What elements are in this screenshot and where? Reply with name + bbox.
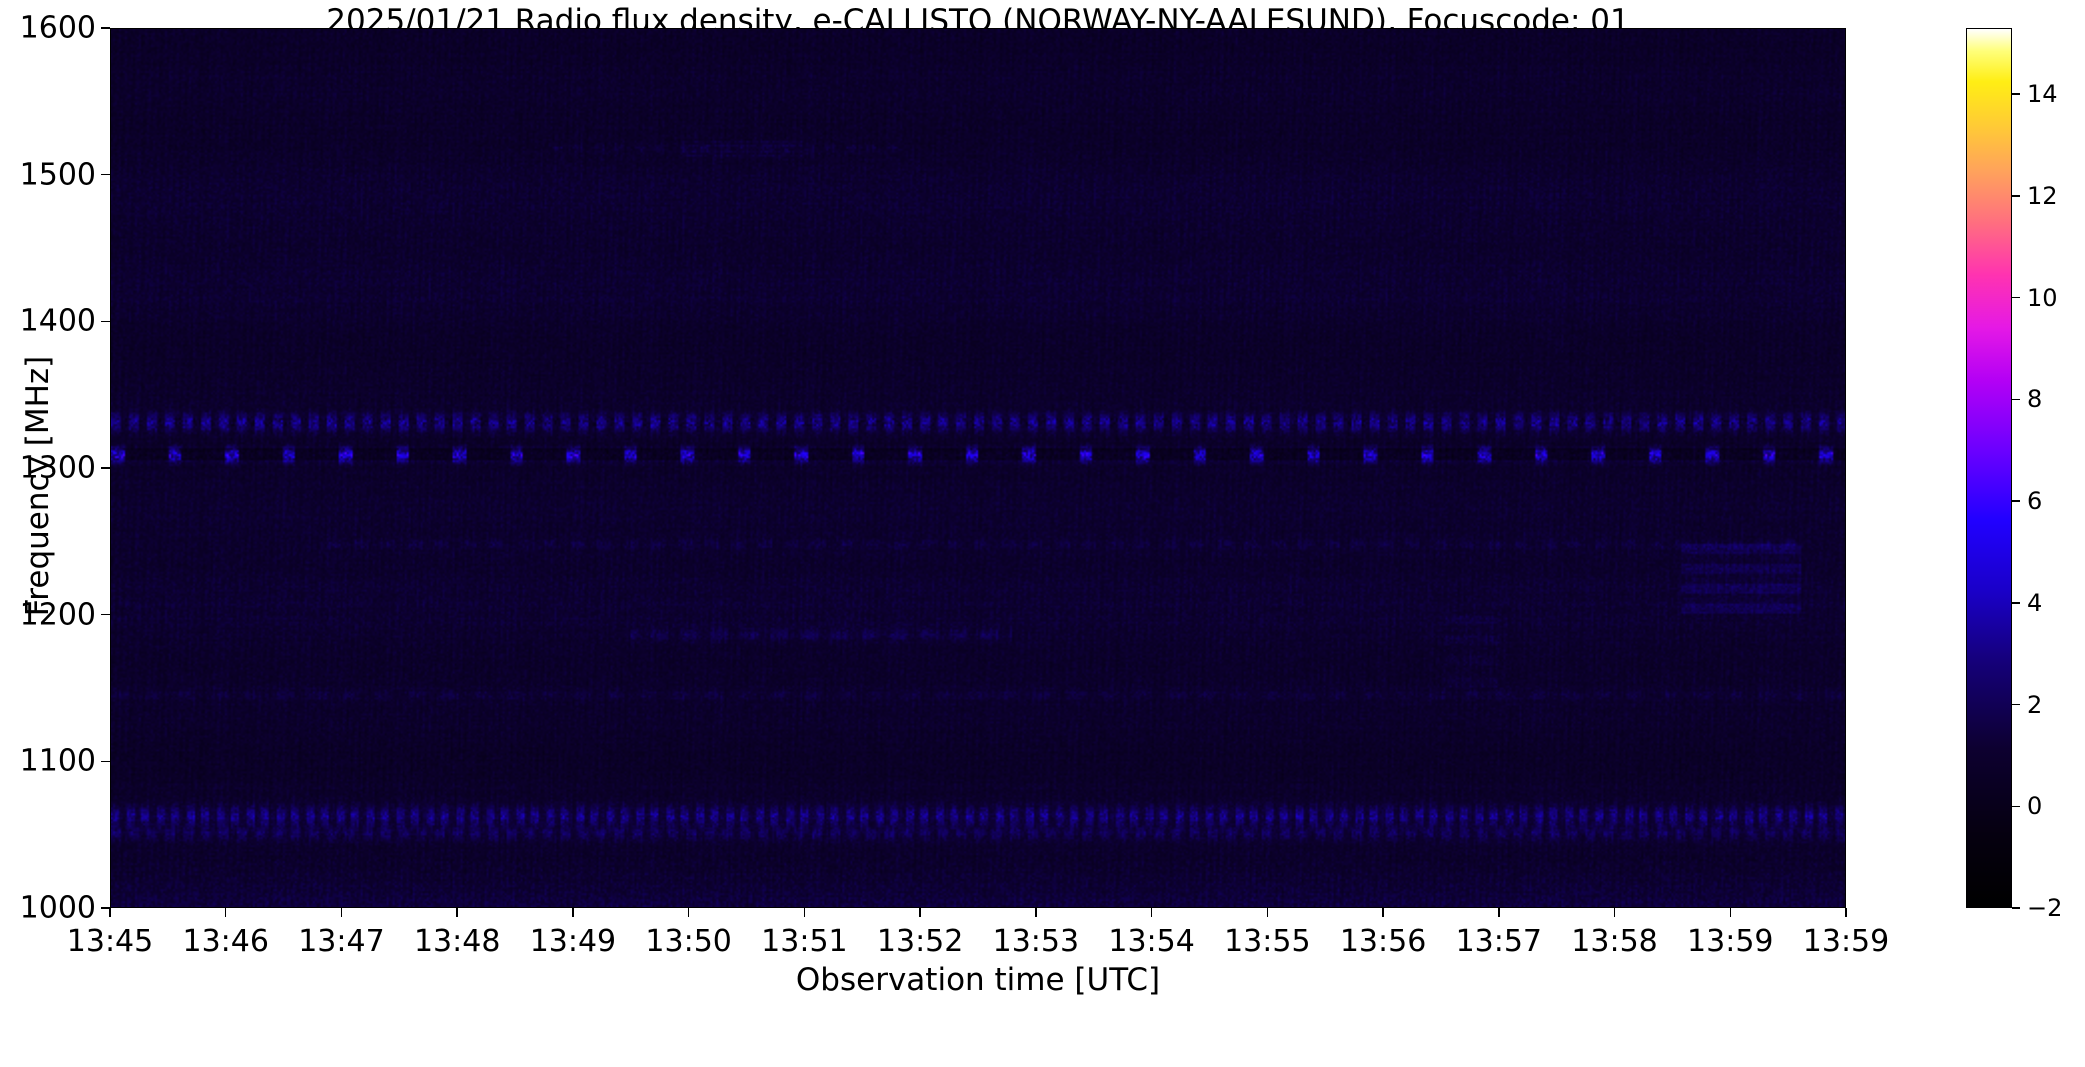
x-axis: 13:45 13:46 13:47 13:48 13:49 13:50 13:51 13:52… <box>0 908 2085 968</box>
y-tick-label: 1500 <box>19 157 96 193</box>
x-tick-label: 13:59 <box>1687 924 1774 959</box>
y-tick-label: 1000 <box>19 890 96 926</box>
colorbar-tick-label: 12 <box>2027 181 2058 210</box>
x-tick-label: 13:55 <box>1224 924 1311 959</box>
colorbar-tick-label: 14 <box>2027 80 2058 109</box>
x-tick-label: 13:56 <box>1339 924 1427 959</box>
x-tick-mark <box>803 908 806 917</box>
x-tick-mark <box>1150 908 1153 917</box>
x-tick-mark <box>1035 908 1037 917</box>
colorbar-tick-label: 4 <box>2027 588 2043 617</box>
colorbar-tick-label: 8 <box>2027 385 2043 414</box>
x-tick-label: 13:57 <box>1455 924 1543 959</box>
x-tick-label: 13:45 <box>66 924 154 959</box>
x-tick-label: 13:59 <box>1802 924 1890 959</box>
y-tick-mark <box>101 907 110 909</box>
colorbar-tick-label: 6 <box>2027 487 2043 516</box>
colorbar-tick-label: −2 <box>2027 894 2063 922</box>
y-tick-mark <box>101 27 110 29</box>
y-tick-mark <box>101 760 110 763</box>
colorbar-tick-mark <box>2012 500 2020 502</box>
x-tick-mark <box>1266 908 1269 917</box>
x-tick-label: 13:48 <box>413 924 501 959</box>
colorbar-tick-label: 10 <box>2027 283 2058 312</box>
x-tick-mark <box>224 908 227 917</box>
x-tick-mark <box>572 908 574 917</box>
x-tick-label: 13:49 <box>529 924 617 959</box>
colorbar <box>1966 28 2012 908</box>
x-tick-mark <box>1498 908 1500 917</box>
colorbar-gradient <box>1967 29 2011 907</box>
colorbar-tick-label: 2 <box>2027 690 2043 719</box>
y-tick-mark <box>101 173 110 176</box>
x-tick-mark <box>687 908 690 917</box>
colorbar-tick-mark <box>2012 398 2020 401</box>
x-tick-label: 13:58 <box>1571 924 1658 959</box>
colorbar-tick-mark <box>2012 93 2020 95</box>
y-tick-label: 1200 <box>19 597 96 633</box>
x-tick-label: 13:52 <box>876 924 964 959</box>
x-tick-mark <box>109 908 111 917</box>
colorbar-tick-label: 0 <box>2027 792 2043 821</box>
x-tick-mark <box>1613 908 1616 917</box>
x-tick-label: 13:46 <box>182 924 269 959</box>
y-tick-label: 1400 <box>19 303 96 339</box>
y-axis: Frequency [MHz] 1600 1500 1400 1300 1200 1100… <box>0 0 110 1067</box>
x-tick-label: 13:54 <box>1108 924 1195 959</box>
x-tick-mark <box>1729 908 1732 917</box>
y-tick-mark <box>101 467 110 469</box>
x-tick-mark <box>456 908 458 917</box>
colorbar-tick-mark <box>2012 703 2020 706</box>
colorbar-tick-mark <box>2012 296 2020 299</box>
colorbar-tick-mark <box>2012 602 2020 604</box>
x-tick-mark <box>1845 908 1847 917</box>
colorbar-tick-mark <box>2012 805 2020 808</box>
x-axis-label: Observation time [UTC] <box>795 962 1161 998</box>
x-tick-mark <box>1382 908 1384 917</box>
y-tick-label: 1100 <box>19 743 96 779</box>
y-tick-mark <box>101 320 110 323</box>
x-tick-mark <box>919 908 921 917</box>
colorbar-tick-mark <box>2012 195 2020 197</box>
colorbar-ticks: 14 12 10 8 6 4 2 0 −2 <box>2012 0 2085 1067</box>
spectrogram-image <box>111 29 1845 907</box>
y-tick-label: 1600 <box>19 10 96 46</box>
x-tick-label: 13:50 <box>645 924 732 959</box>
x-tick-label: 13:51 <box>761 924 848 959</box>
x-tick-mark <box>340 908 343 917</box>
x-tick-label: 13:53 <box>992 924 1080 959</box>
y-tick-mark <box>101 613 110 616</box>
colorbar-tick-mark <box>2012 907 2020 909</box>
y-tick-label: 1300 <box>19 450 96 486</box>
x-tick-label: 13:47 <box>298 924 385 959</box>
spectrogram-axes <box>110 28 1846 908</box>
